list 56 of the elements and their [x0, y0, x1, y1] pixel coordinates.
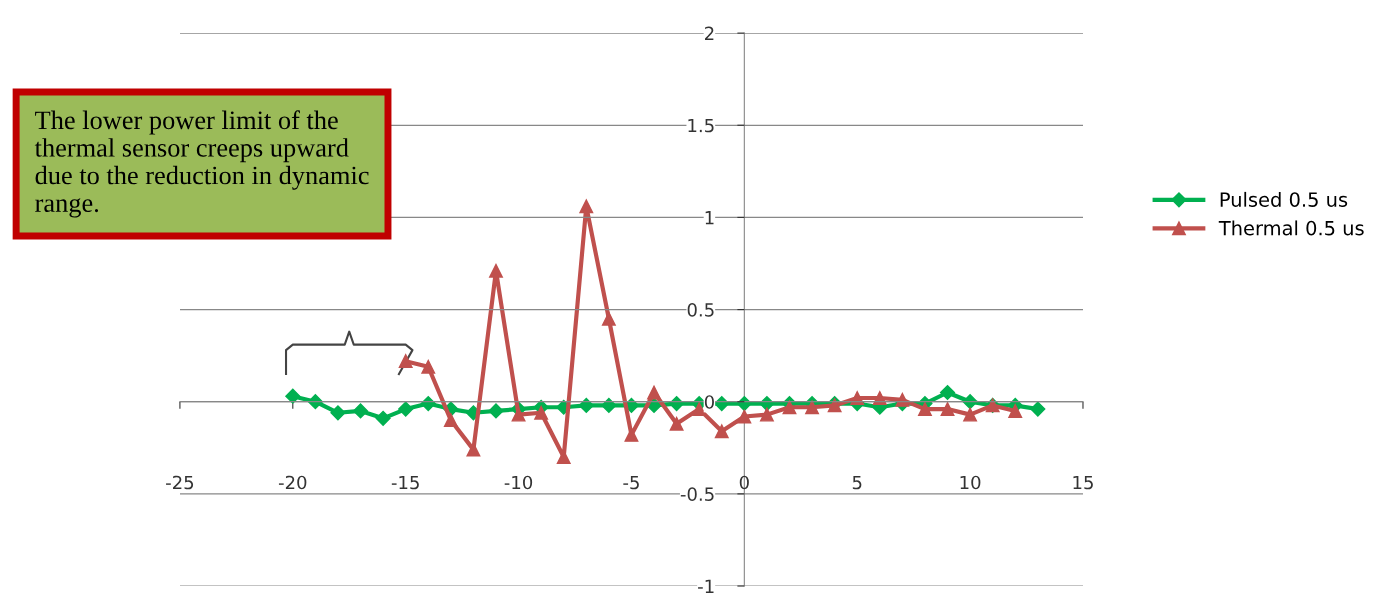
point	[714, 424, 729, 439]
point	[398, 401, 414, 417]
point	[714, 395, 730, 412]
x-tick-label: 10	[960, 475, 981, 490]
y-tick-label: -1	[698, 579, 714, 593]
y-tick-label: 2	[705, 26, 714, 40]
point	[895, 392, 910, 407]
legend-label: Pulsed 0.5 us	[1220, 191, 1348, 207]
point	[352, 403, 369, 419]
point	[963, 407, 978, 422]
point	[420, 395, 436, 412]
point	[534, 405, 549, 420]
point	[398, 354, 413, 369]
x-tick-label: -10	[504, 475, 533, 490]
point	[375, 410, 391, 426]
point	[805, 400, 820, 415]
point	[1008, 403, 1023, 418]
point	[421, 359, 436, 374]
annotation: The lower power limit of the thermal sensor creeps upward due to the reduction in dynamic range.	[34, 110, 369, 218]
point	[737, 409, 752, 424]
x-tick-label: -20	[278, 475, 307, 490]
point	[578, 397, 594, 413]
y-tick-label: -0.5	[680, 487, 714, 501]
x-tick-label: 15	[1073, 475, 1093, 490]
point	[917, 402, 932, 417]
point	[759, 407, 774, 422]
point	[601, 397, 617, 413]
point	[330, 405, 346, 421]
y-tick-label: 0	[704, 395, 714, 409]
x-tick-label: 0	[739, 475, 749, 490]
point	[624, 427, 639, 442]
point	[489, 263, 503, 278]
point	[443, 413, 458, 428]
point	[601, 311, 616, 326]
point	[736, 395, 752, 412]
y-tick-label: 1	[705, 211, 714, 225]
legend-label: Thermal 0.5 us	[1218, 220, 1364, 236]
point	[579, 199, 594, 214]
point	[466, 442, 481, 457]
y-tick-label: 0.5	[687, 303, 714, 317]
x-tick-label: -5	[623, 475, 639, 490]
y-tick-label: 1.5	[688, 118, 714, 133]
x-tick-label: -15	[391, 475, 419, 490]
point	[647, 385, 661, 400]
point	[939, 384, 956, 401]
x-tick-label: 5	[852, 475, 862, 490]
point	[940, 402, 955, 417]
point	[759, 395, 775, 412]
x-tick-label: -25	[166, 475, 194, 490]
point	[962, 394, 978, 410]
point	[669, 416, 684, 431]
point	[488, 403, 504, 419]
point	[285, 388, 301, 404]
point	[1030, 401, 1046, 417]
point	[511, 407, 526, 422]
point	[782, 400, 797, 415]
